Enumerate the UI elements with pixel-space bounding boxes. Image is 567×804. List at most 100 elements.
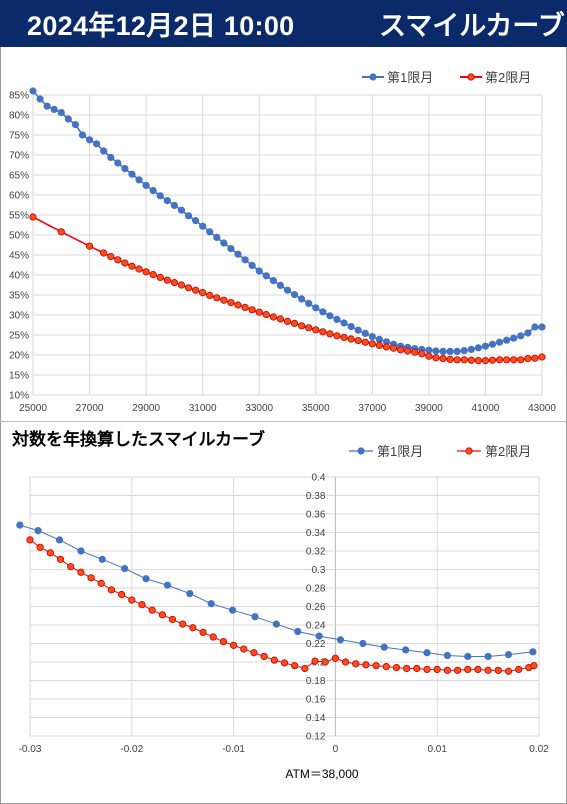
data-point-first	[206, 228, 214, 236]
data-point-first	[85, 136, 94, 144]
data-point-first	[78, 131, 87, 139]
y-tick-label: 15%	[9, 371, 29, 382]
data-point-second	[389, 344, 398, 352]
data-point-first	[484, 652, 492, 661]
data-point-second	[209, 633, 217, 641]
data-point-second	[481, 356, 490, 365]
data-point-second	[199, 289, 207, 297]
data-point-second	[443, 666, 451, 674]
data-point-second	[280, 659, 289, 667]
y-tick-label: 0.16	[306, 695, 326, 706]
chart-divider	[0, 421, 567, 422]
data-point-second	[107, 586, 116, 594]
data-point-first	[36, 95, 44, 103]
data-point-second	[392, 663, 401, 672]
data-point-second	[206, 291, 214, 299]
data-point-second	[305, 324, 313, 332]
y-tick-label: 20%	[9, 351, 29, 362]
data-point-first	[43, 102, 51, 110]
data-point-second	[530, 662, 538, 670]
data-point-first	[467, 345, 475, 353]
legend-label-first: 第1限月	[377, 444, 423, 459]
x-tick-label: 0.02	[529, 744, 549, 755]
data-point-second	[250, 649, 258, 657]
data-point-first	[495, 338, 504, 346]
data-point-first	[517, 332, 525, 340]
x-tick-label: 37000	[358, 403, 386, 414]
data-point-second	[149, 271, 157, 279]
data-point-first	[460, 346, 468, 355]
y-tick-label: 0.3	[311, 565, 325, 576]
data-point-second	[220, 296, 228, 304]
data-point-second	[503, 356, 511, 364]
data-point-first	[359, 639, 367, 648]
data-point-second	[340, 333, 348, 341]
data-point-second	[114, 256, 122, 264]
data-point-second	[510, 356, 518, 364]
data-point-second	[453, 356, 461, 364]
data-point-first	[272, 620, 280, 628]
data-point-second	[248, 306, 256, 314]
data-point-first	[368, 332, 376, 341]
data-point-first	[163, 197, 171, 205]
data-point-first	[315, 632, 323, 640]
header-title: スマイルカーブ	[379, 11, 565, 42]
data-point-first	[142, 575, 150, 583]
y-tick-label: 70%	[9, 151, 29, 162]
data-point-first	[71, 121, 80, 129]
data-point-first	[538, 323, 546, 331]
data-point-first	[184, 212, 193, 220]
data-point-second	[85, 242, 94, 250]
y-tick-label: 0.18	[306, 676, 326, 687]
data-point-first	[439, 347, 447, 355]
data-point-first	[294, 627, 302, 636]
data-point-second	[494, 666, 502, 674]
data-point-second	[418, 350, 426, 358]
data-point-second	[179, 620, 187, 628]
data-point-second	[107, 253, 115, 261]
y-tick-label: 0.14	[306, 713, 326, 724]
x-tick-label: -0.03	[19, 744, 42, 755]
data-point-first	[156, 192, 164, 200]
data-point-first	[100, 147, 108, 155]
data-point-first	[347, 322, 355, 331]
data-point-first	[504, 651, 513, 659]
data-point-first	[269, 277, 277, 285]
data-point-first	[488, 340, 497, 348]
data-point-second	[446, 355, 454, 363]
data-point-second	[67, 563, 75, 571]
y-tick-label: 30%	[9, 311, 29, 322]
data-point-second	[474, 665, 482, 673]
data-point-second	[321, 658, 329, 666]
data-point-second	[432, 354, 440, 362]
data-point-second	[311, 657, 319, 665]
data-point-second	[464, 665, 472, 673]
data-point-first	[305, 299, 313, 307]
x-tick-label: 39000	[415, 403, 443, 414]
x-tick-label: 0.01	[427, 744, 447, 755]
y-tick-label: 0.32	[306, 547, 326, 558]
data-point-second	[467, 356, 475, 364]
data-point-second	[255, 308, 263, 316]
data-point-first	[170, 201, 178, 209]
data-point-second	[439, 354, 447, 363]
data-point-first	[298, 295, 306, 303]
data-point-second	[382, 663, 390, 671]
data-point-first	[248, 261, 256, 269]
data-point-second	[270, 656, 278, 664]
data-point-second	[397, 346, 405, 354]
data-point-second	[262, 310, 270, 319]
y-tick-label: 80%	[9, 111, 29, 122]
data-point-first	[191, 217, 200, 225]
data-point-second	[57, 228, 65, 236]
data-point-second	[213, 294, 221, 302]
data-point-first	[319, 308, 327, 316]
data-point-first	[423, 649, 431, 657]
data-point-first	[64, 115, 72, 123]
data-point-first	[55, 536, 64, 544]
legend-marker-first	[369, 73, 377, 81]
legend-label-second: 第2限月	[485, 70, 531, 85]
data-point-first	[98, 555, 106, 563]
data-point-second	[227, 299, 235, 307]
data-point-first	[16, 521, 24, 529]
